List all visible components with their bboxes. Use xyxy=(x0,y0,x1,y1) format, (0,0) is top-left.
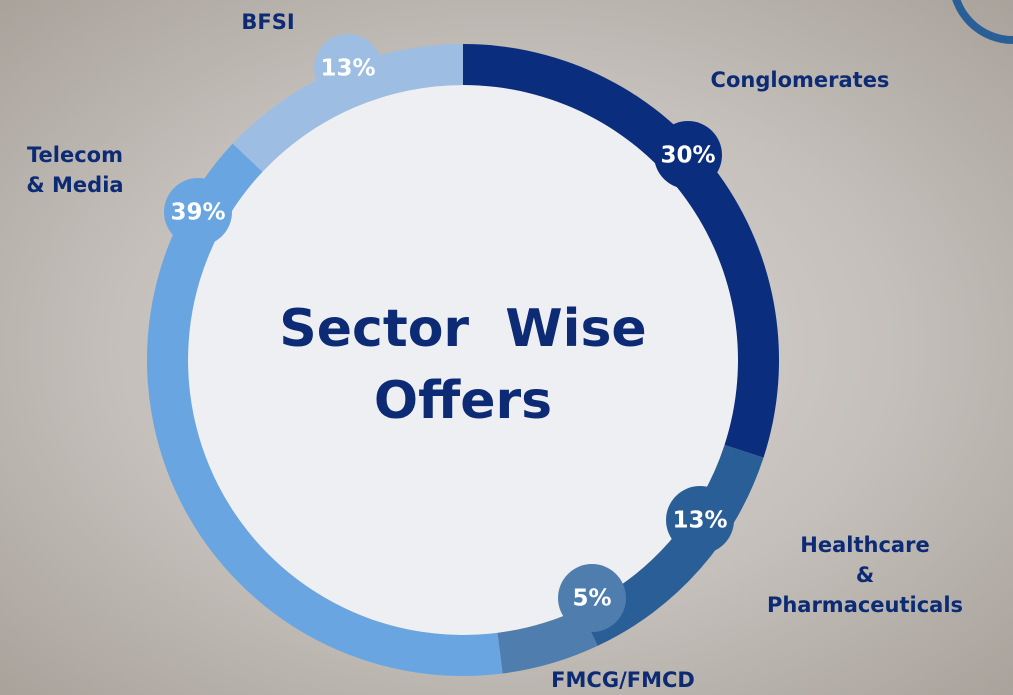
category-label: BFSI xyxy=(241,10,295,34)
category-label: Conglomerates xyxy=(710,68,890,92)
category-label: Healthcare & Pharmaceuticals xyxy=(766,533,964,617)
value-bubble xyxy=(654,121,722,189)
value-bubble xyxy=(314,34,382,102)
value-label: 13% xyxy=(672,508,727,534)
donut-segment xyxy=(147,143,503,676)
value-label: 5% xyxy=(572,586,611,612)
donut-center xyxy=(188,85,738,635)
donut-segment xyxy=(232,44,463,172)
value-label: 30% xyxy=(660,143,715,169)
donut-segment xyxy=(463,44,779,458)
value-label: 39% xyxy=(170,200,225,226)
value-bubble xyxy=(164,178,232,246)
chart-title: Sector Wise Offers xyxy=(279,299,665,431)
category-label: Telecom & Media xyxy=(26,143,124,197)
value-bubble xyxy=(666,486,734,554)
logo-decoration xyxy=(952,0,1013,44)
value-label: 13% xyxy=(320,56,375,82)
category-label: FMCG/FMCD xyxy=(551,668,695,692)
value-bubble xyxy=(558,564,626,632)
